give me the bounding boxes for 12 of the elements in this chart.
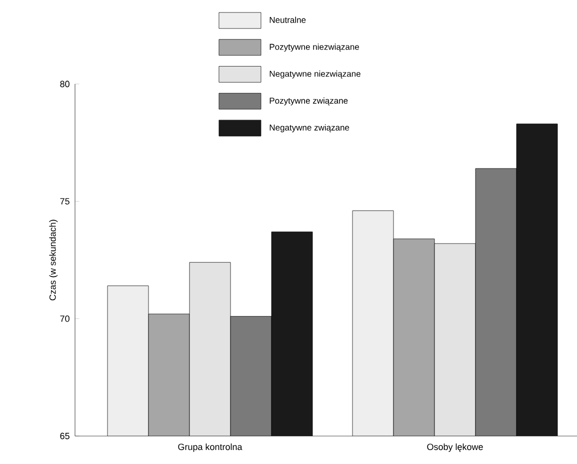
y-tick-label: 80 xyxy=(60,80,70,88)
legend-label: Neutralne xyxy=(270,16,306,23)
legend-label: Pozytywne związane xyxy=(270,97,348,106)
x-tick-label: Grupa kontrolna xyxy=(178,443,242,452)
legend-label: Negatywne niezwiązane xyxy=(270,70,360,78)
y-tick-label: 75 xyxy=(60,198,70,204)
x-tick-label: Osoby lękowe xyxy=(427,443,483,452)
y-tick-label: 65 xyxy=(60,432,70,440)
legend-label: Negatywne związane xyxy=(270,124,350,132)
legend-label: Pozytywne niezwiązane xyxy=(270,44,359,52)
y-tick-label: 70 xyxy=(60,315,70,322)
y-axis-title: Czas (w sekundach) xyxy=(49,220,58,300)
